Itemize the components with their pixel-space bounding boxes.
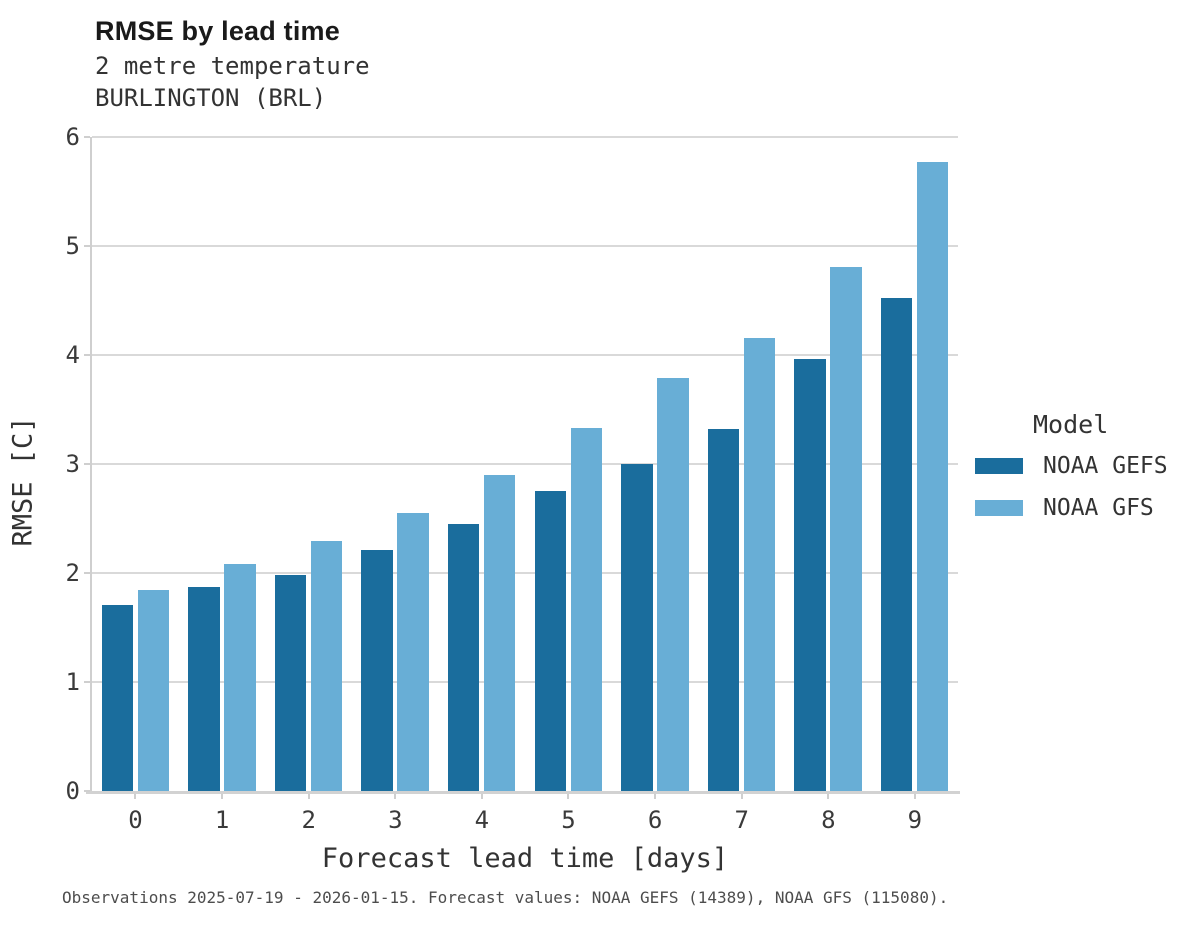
legend-title: Model [1033,410,1109,439]
bar-noaa-gefs-lead-5 [534,491,567,791]
x-tick-mark-3 [394,794,397,799]
gridline-y-3 [92,463,958,465]
x-tick-mark-4 [480,794,483,799]
y-tick-label-4: 4 [65,341,80,369]
x-tick-label-0: 0 [128,806,143,834]
y-tick-label-2: 2 [65,559,80,587]
x-tick-label-7: 7 [734,806,749,834]
legend-label: NOAA GEFS [1043,453,1168,479]
y-tick-mark-3 [84,463,90,465]
x-tick-label-9: 9 [907,806,923,834]
legend-items: NOAA GEFS NOAA GFS [975,453,1190,521]
chart-title: RMSE by lead time [95,16,340,46]
bar-noaa-gefs-lead-2 [274,575,307,791]
y-tick-label-6: 6 [65,123,80,151]
x-axis-title: Forecast lead time [days] [321,843,729,874]
x-tick-mark-8 [827,794,830,799]
x-tick-mark-6 [653,794,656,799]
bar-noaa-gfs-lead-5 [570,428,603,791]
gridline-y-4 [92,354,958,356]
bar-noaa-gefs-lead-7 [707,429,740,791]
bar-noaa-gfs-lead-8 [830,266,862,791]
footnote-caption: Observations 2025-07-19 - 2026-01-15. Fo… [62,888,949,907]
legend-swatch-icon [975,458,1023,474]
bar-noaa-gfs-lead-1 [224,564,256,791]
bar-noaa-gefs-lead-0 [101,604,134,791]
bar-noaa-gfs-lead-6 [657,377,689,791]
legend-item-noaa-gfs: NOAA GFS [975,495,1190,521]
y-tick-mark-5 [84,245,90,247]
x-tick-label-4: 4 [474,806,490,834]
bar-noaa-gfs-lead-4 [483,474,516,791]
legend-label: NOAA GFS [1043,495,1154,521]
legend-item-noaa-gefs: NOAA GEFS [975,453,1190,479]
x-tick-label-1: 1 [214,806,230,834]
chart-subtitle-station: BURLINGTON (BRL) [95,84,327,112]
y-tick-label-5: 5 [65,232,80,260]
y-tick-mark-4 [84,354,90,356]
gridline-y-2 [92,572,958,574]
chart-subtitle-variable: 2 metre temperature [95,52,370,80]
bar-noaa-gfs-lead-3 [397,513,429,791]
x-tick-label-8: 8 [821,806,836,834]
bar-noaa-gfs-lead-2 [310,541,343,791]
legend: Model NOAA GEFS NOAA GFS [975,410,1190,537]
bar-noaa-gefs-lead-9 [880,298,913,791]
bar-noaa-gefs-lead-8 [794,359,826,791]
x-tick-mark-5 [567,794,570,799]
gridline-y-6 [92,136,958,138]
bar-noaa-gfs-lead-9 [916,162,949,791]
x-tick-mark-7 [740,794,743,799]
y-tick-mark-0 [84,790,90,792]
gridline-y-5 [92,245,958,247]
bar-noaa-gefs-lead-6 [621,464,653,791]
y-tick-mark-1 [84,681,90,683]
y-tick-label-1: 1 [65,668,80,696]
x-tick-label-5: 5 [561,806,576,834]
bar-noaa-gfs-lead-7 [743,337,776,791]
bar-noaa-gfs-lead-0 [137,590,170,791]
x-tick-mark-0 [134,794,137,799]
x-tick-label-2: 2 [301,806,316,834]
x-tick-mark-1 [220,794,223,799]
y-tick-label-0: 0 [65,777,80,805]
y-tick-label-3: 3 [65,450,80,478]
y-tick-mark-2 [84,572,90,574]
bar-noaa-gefs-lead-4 [447,523,480,791]
bar-noaa-gefs-lead-1 [188,587,220,791]
plot-area [84,136,960,799]
y-axis-spine [90,137,92,793]
gridline-y-1 [92,681,958,683]
bar-noaa-gefs-lead-3 [361,550,393,791]
x-axis-spine [86,791,960,794]
y-tick-mark-6 [84,136,90,138]
x-tick-mark-2 [307,794,310,799]
y-axis-title: RMSE [C] [7,416,39,547]
legend-swatch-icon [975,500,1023,516]
x-tick-label-6: 6 [647,806,663,834]
x-tick-mark-9 [913,794,916,799]
x-tick-label-3: 3 [388,806,403,834]
